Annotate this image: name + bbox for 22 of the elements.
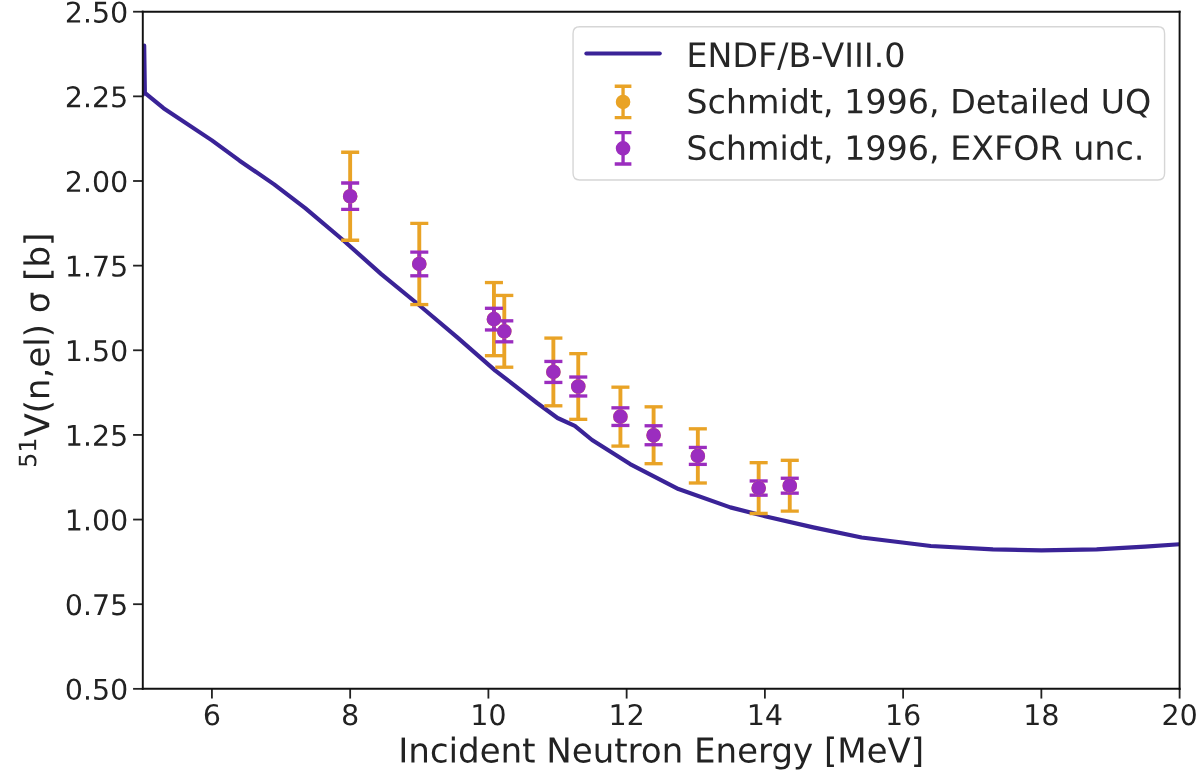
y-tick-label: 2.00 xyxy=(66,170,127,193)
y-tick-label: 2.50 xyxy=(66,1,127,23)
x-tick-label: 16 xyxy=(888,703,920,726)
x-tick-label: 6 xyxy=(204,703,220,726)
y-axis-title: $^{51}$V(n,el) σ [b] xyxy=(18,235,54,467)
x-tick-label: 18 xyxy=(1026,703,1058,726)
legend-label: Schmidt, 1996, Detailed UQ xyxy=(688,87,1150,118)
y-tick-label: 0.50 xyxy=(66,678,127,701)
x-tick-label: 8 xyxy=(343,703,358,726)
y-tick-label: 1.25 xyxy=(67,424,126,447)
x-tick-label: 14 xyxy=(749,704,782,726)
y-tick-label: 0.75 xyxy=(66,593,126,616)
y-tick-label: 1.00 xyxy=(67,509,127,531)
y-tick-label: 1.50 xyxy=(67,339,127,362)
y-tick-label: 2.25 xyxy=(66,86,126,108)
x-tick-label: 12 xyxy=(611,703,642,726)
x-tick-label: 10 xyxy=(473,703,505,726)
x-axis-title: Incident Neutron Energy [MeV] xyxy=(401,736,922,770)
y-tick-label: 1.75 xyxy=(67,255,126,277)
legend-label: ENDF/B-VIII.0 xyxy=(689,42,904,70)
x-tick-label: 20 xyxy=(1163,703,1196,726)
legend-label: Schmidt, 1996, EXFOR unc. xyxy=(688,134,1141,164)
